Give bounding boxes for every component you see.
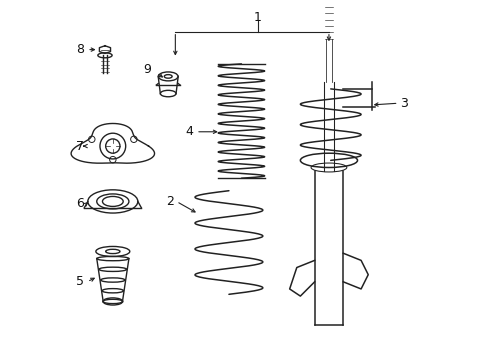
Text: 4: 4 xyxy=(185,125,193,138)
Text: 6: 6 xyxy=(76,197,84,210)
Text: 2: 2 xyxy=(166,195,173,208)
Text: 8: 8 xyxy=(76,43,84,56)
Text: 1: 1 xyxy=(253,11,262,24)
Text: 9: 9 xyxy=(143,63,151,76)
Text: 5: 5 xyxy=(76,275,84,288)
Text: 7: 7 xyxy=(76,140,84,153)
Text: 3: 3 xyxy=(400,97,408,110)
